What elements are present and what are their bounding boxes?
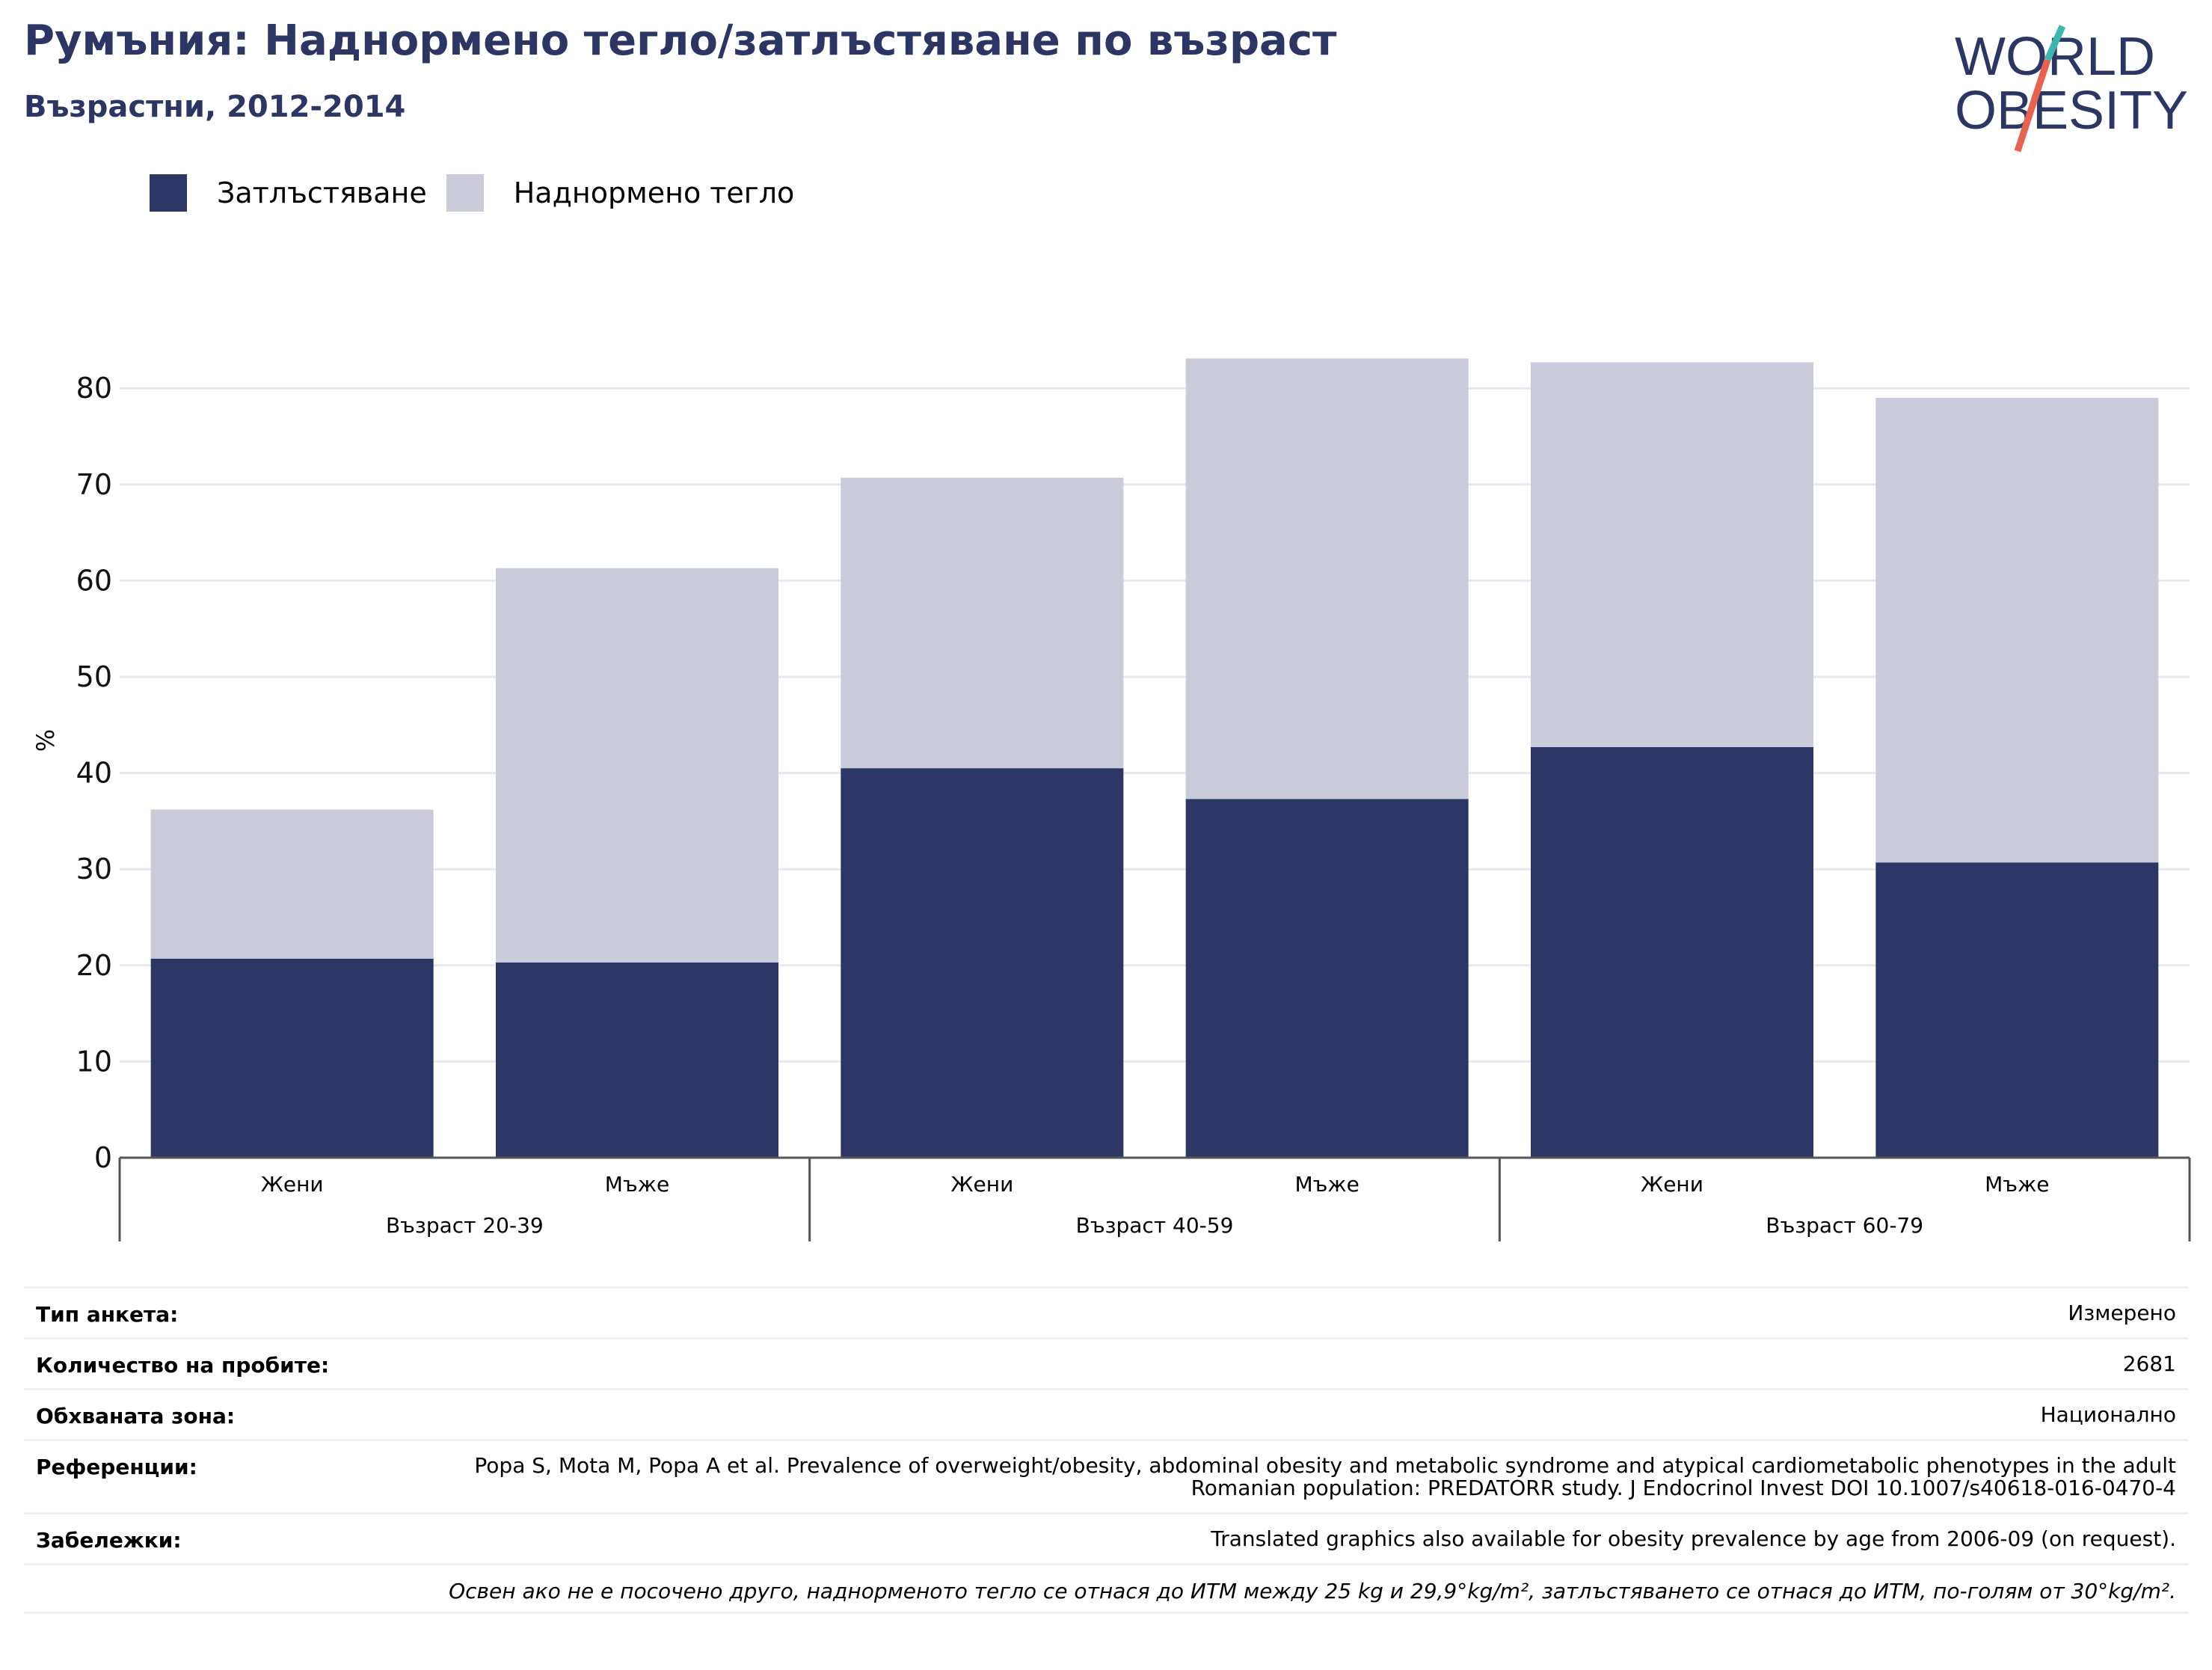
legend-label-obesity: Затлъстяване xyxy=(217,176,427,209)
legend-swatch-overweight xyxy=(446,174,484,212)
chart-title: Румъния: Наднормено тегло/затлъстяване п… xyxy=(24,16,1337,65)
info-value: Национално xyxy=(2040,1402,2176,1427)
chart-subtitle: Възрастни, 2012-2014 xyxy=(24,90,406,124)
legend-item-overweight: Наднормено тегло xyxy=(446,174,795,212)
info-label: Забележки: xyxy=(36,1528,182,1553)
info-value: Измерено xyxy=(2068,1301,2176,1325)
info-label: Обхваната зона: xyxy=(36,1404,236,1428)
x-tick-label: Мъже xyxy=(1294,1172,1359,1197)
bar-obesity xyxy=(841,768,1124,1158)
logo-slash-coral xyxy=(2014,58,2051,153)
footnote: Освен ако не е посочено друго, наднормен… xyxy=(24,1563,2188,1614)
bar-obesity xyxy=(1875,862,2159,1158)
legend: Затлъстяване Наднормено тегло xyxy=(150,174,814,212)
y-tick-label: 40 xyxy=(76,757,112,790)
logo-line2: OBESITY xyxy=(1955,81,2188,141)
group-label: Възраст 40-59 xyxy=(1076,1213,1234,1238)
bar-overweight xyxy=(496,568,778,963)
legend-item-obesity: Затлъстяване xyxy=(150,174,427,212)
stacked-bar-chart: 0 10 20 30 40 50 60 70 80% Жени Мъже Жени Мъже Жени Мъ… xyxy=(31,358,2191,1241)
bar-obesity xyxy=(496,962,778,1158)
x-tick-label: Жени xyxy=(950,1172,1013,1197)
bar-obesity xyxy=(150,958,434,1158)
group-label: Възраст 60-79 xyxy=(1766,1213,1923,1238)
y-tick-label: 10 xyxy=(76,1045,112,1078)
bar-obesity xyxy=(1185,799,1469,1158)
y-tick-label: 70 xyxy=(76,468,112,501)
info-label: Количество на пробите: xyxy=(36,1353,330,1378)
logo-slash-teal xyxy=(2044,25,2066,61)
survey-info-table: Тип анкета: Измерено Количество на пробите… xyxy=(24,1286,2188,1614)
info-value: Translated graphics also available for o… xyxy=(1211,1526,2176,1551)
info-row: Количество на пробите: 2681 xyxy=(24,1337,2188,1388)
y-tick-label: 30 xyxy=(76,853,112,885)
x-tick-label: Жени xyxy=(261,1172,324,1197)
info-row: Тип анкета: Измерено xyxy=(24,1286,2188,1337)
group-label: Възраст 20-39 xyxy=(386,1213,544,1238)
info-row: Обхваната зона: Национално xyxy=(24,1388,2188,1439)
legend-swatch-obesity xyxy=(150,174,187,212)
info-value: 2681 xyxy=(2122,1351,2176,1376)
y-axis-label: % xyxy=(31,729,60,752)
bar-overweight xyxy=(841,477,1124,769)
x-tick-label: Мъже xyxy=(605,1172,669,1197)
bar-overweight xyxy=(150,809,434,959)
info-label: Тип анкета: xyxy=(36,1302,179,1327)
bar-overweight xyxy=(1875,398,2159,863)
info-row: Забележки: Translated graphics also avail… xyxy=(24,1512,2188,1563)
world-obesity-logo: WORLD OBESITY xyxy=(1955,25,2188,153)
bar-obesity xyxy=(1531,746,1813,1158)
y-tick-label: 20 xyxy=(76,949,112,982)
y-tick-label: 50 xyxy=(76,660,112,693)
bar-overweight xyxy=(1185,358,1469,799)
info-row: Референции: Popa S, Mota M, Popa A et al.… xyxy=(24,1439,2188,1512)
bar-overweight xyxy=(1531,362,1813,747)
y-tick-label: 60 xyxy=(76,564,112,597)
info-value: Popa S, Mota M, Popa A et al. Prevalence… xyxy=(474,1453,2176,1500)
info-label: Референции: xyxy=(36,1455,197,1479)
legend-label-overweight: Наднормено тегло xyxy=(513,176,795,209)
y-tick-label: 0 xyxy=(94,1141,112,1174)
x-tick-label: Мъже xyxy=(1985,1172,2049,1197)
y-tick-label: 80 xyxy=(76,372,112,405)
x-tick-label: Жени xyxy=(1641,1172,1703,1197)
